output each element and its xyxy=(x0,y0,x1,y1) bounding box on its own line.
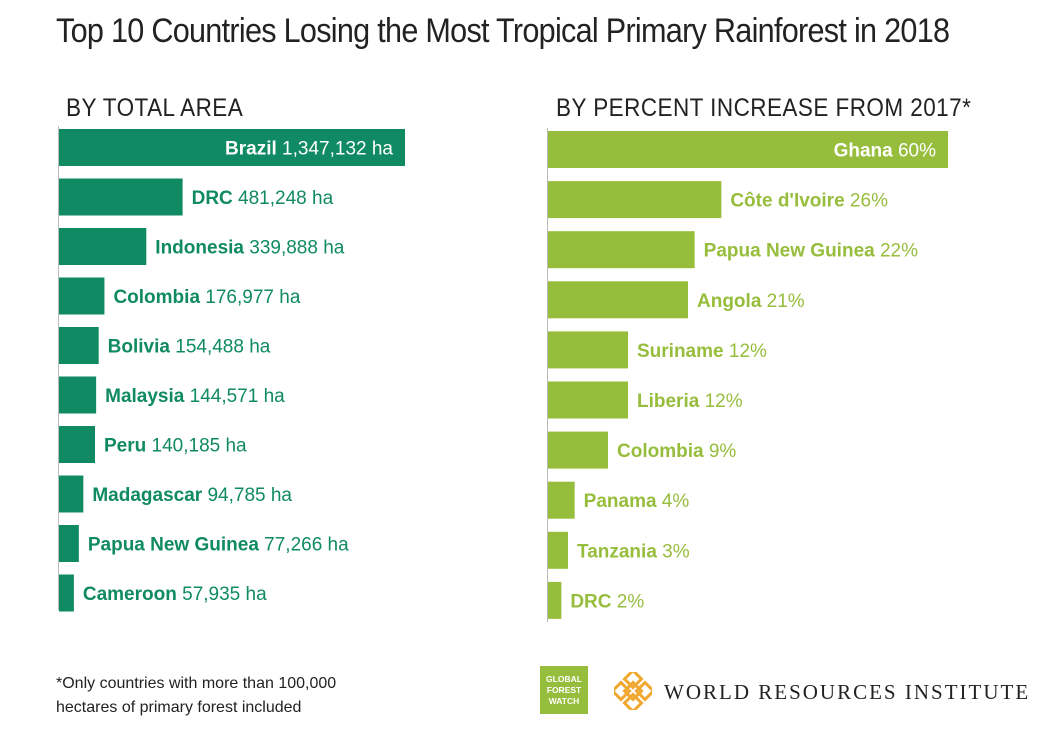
area-bar-label: Cameroon 57,935 ha xyxy=(83,584,267,605)
percent-category-label: DRC xyxy=(570,591,611,612)
percent-bar xyxy=(548,131,948,168)
percent-bar xyxy=(548,581,562,619)
area-category-label: Malaysia xyxy=(105,386,185,407)
percent-bar-label: DRC 2% xyxy=(570,591,644,612)
area-value-label: 94,785 ha xyxy=(202,485,292,506)
area-bar xyxy=(59,277,105,315)
percent-category-label: Tanzania xyxy=(577,541,657,562)
area-bar xyxy=(59,525,79,562)
area-bar xyxy=(59,178,183,216)
wri-logo-icon xyxy=(614,672,652,710)
percent-value-label: 3% xyxy=(657,541,690,562)
percent-value-label: 22% xyxy=(875,241,918,262)
percent-bar xyxy=(548,531,568,569)
area-bar xyxy=(59,475,84,513)
percent-bar xyxy=(548,431,608,469)
area-value-label: 144,571 ha xyxy=(184,386,285,407)
area-value-label: 339,888 ha xyxy=(244,238,345,259)
total-area-chart: Brazil 1,347,132 ha DRC 481,248 ha Indones… xyxy=(58,126,405,612)
percent-category-label: Papua New Guinea xyxy=(704,241,875,262)
percent-bar xyxy=(548,181,722,219)
area-bar xyxy=(59,376,97,414)
area-category-label: Bolivia xyxy=(108,337,171,358)
percent-bar-label: Ghana 60% xyxy=(834,141,937,162)
area-value-label: 176,977 ha xyxy=(200,287,301,308)
area-value-label: 57,935 ha xyxy=(177,584,267,605)
percent-category-label: Panama xyxy=(584,491,657,512)
percent-value-label: 4% xyxy=(657,491,690,512)
wri-logo-text: WORLD RESOURCES INSTITUTE xyxy=(664,680,1031,704)
percent-value-label: 9% xyxy=(704,441,737,462)
percent-value-label: 12% xyxy=(724,341,767,362)
area-category-label: Indonesia xyxy=(155,238,244,259)
percent-bar-label: Liberia 12% xyxy=(637,391,743,412)
percent-bar-label: Tanzania 3% xyxy=(577,541,690,562)
global-forest-watch-logo: GLOBAL FOREST WATCH xyxy=(540,666,588,714)
area-bar-label: Madagascar 94,785 ha xyxy=(92,485,292,506)
percent-bar xyxy=(548,281,688,319)
percent-value-label: 26% xyxy=(845,191,888,212)
area-category-label: Colombia xyxy=(113,287,200,308)
area-bar xyxy=(59,426,96,463)
area-bar-label: Papua New Guinea 77,266 ha xyxy=(88,535,349,556)
percent-bar-label: Angola 21% xyxy=(697,291,805,312)
area-bar-label: Colombia 176,977 ha xyxy=(113,287,300,308)
area-bar-label: Brazil 1,347,132 ha xyxy=(225,139,393,160)
chart-title: Top 10 Countries Losing the Most Tropica… xyxy=(56,12,950,50)
percent-bar-label: Colombia 9% xyxy=(617,441,736,462)
area-value-label: 481,248 ha xyxy=(233,188,334,209)
percent-bar xyxy=(548,231,695,269)
percent-value-label: 21% xyxy=(761,291,804,312)
area-bar-label: Malaysia 144,571 ha xyxy=(105,386,285,407)
area-category-label: Papua New Guinea xyxy=(88,535,259,556)
area-value-label: 140,185 ha xyxy=(146,436,247,457)
percent-category-label: Suriname xyxy=(637,341,724,362)
right-chart-subtitle: BY PERCENT INCREASE FROM 2017* xyxy=(556,94,972,122)
area-bar-label: Peru 140,185 ha xyxy=(104,436,247,457)
left-chart-subtitle: BY TOTAL AREA xyxy=(66,94,244,122)
percent-bar-label: Suriname 12% xyxy=(637,341,767,362)
percent-value-label: 60% xyxy=(893,141,936,162)
percent-bar-label: Papua New Guinea 22% xyxy=(704,241,918,262)
percent-increase-chart: Ghana 60% Côte d'Ivoire 26% Papua New Guin… xyxy=(547,128,948,622)
area-category-label: Cameroon xyxy=(83,584,177,605)
area-bar xyxy=(59,574,74,612)
area-bar xyxy=(59,228,147,265)
percent-value-label: 12% xyxy=(699,391,742,412)
area-value-label: 77,266 ha xyxy=(259,535,349,556)
area-bar-label: Indonesia 339,888 ha xyxy=(155,238,344,259)
percent-category-label: Côte d'Ivoire xyxy=(730,191,844,212)
percent-bar-label: Côte d'Ivoire 26% xyxy=(730,191,888,212)
area-category-label: Madagascar xyxy=(92,485,202,506)
percent-bar-label: Panama 4% xyxy=(584,491,690,512)
area-bar xyxy=(59,129,405,166)
percent-value-label: 2% xyxy=(612,591,645,612)
area-bar-label: DRC 481,248 ha xyxy=(192,188,334,209)
footnote: *Only countries with more than 100,000 h… xyxy=(56,675,337,716)
gfw-logo-line-3: WATCH xyxy=(548,695,580,706)
percent-category-label: Liberia xyxy=(637,391,700,412)
percent-bar xyxy=(548,381,628,419)
area-bar-label: Bolivia 154,488 ha xyxy=(108,337,271,358)
gfw-logo-line-1: GLOBAL xyxy=(546,673,582,684)
percent-category-label: Ghana xyxy=(834,141,894,162)
percent-bar xyxy=(548,331,628,369)
area-category-label: DRC xyxy=(192,188,233,209)
percent-category-label: Angola xyxy=(697,291,762,312)
area-value-label: 154,488 ha xyxy=(170,337,271,358)
percent-category-label: Colombia xyxy=(617,441,704,462)
area-value-label: 1,347,132 ha xyxy=(277,139,394,160)
area-bar xyxy=(59,327,99,364)
gfw-logo-line-2: FOREST xyxy=(546,684,582,695)
percent-bar xyxy=(548,481,575,519)
area-category-label: Brazil xyxy=(225,139,277,160)
area-category-label: Peru xyxy=(104,436,146,457)
